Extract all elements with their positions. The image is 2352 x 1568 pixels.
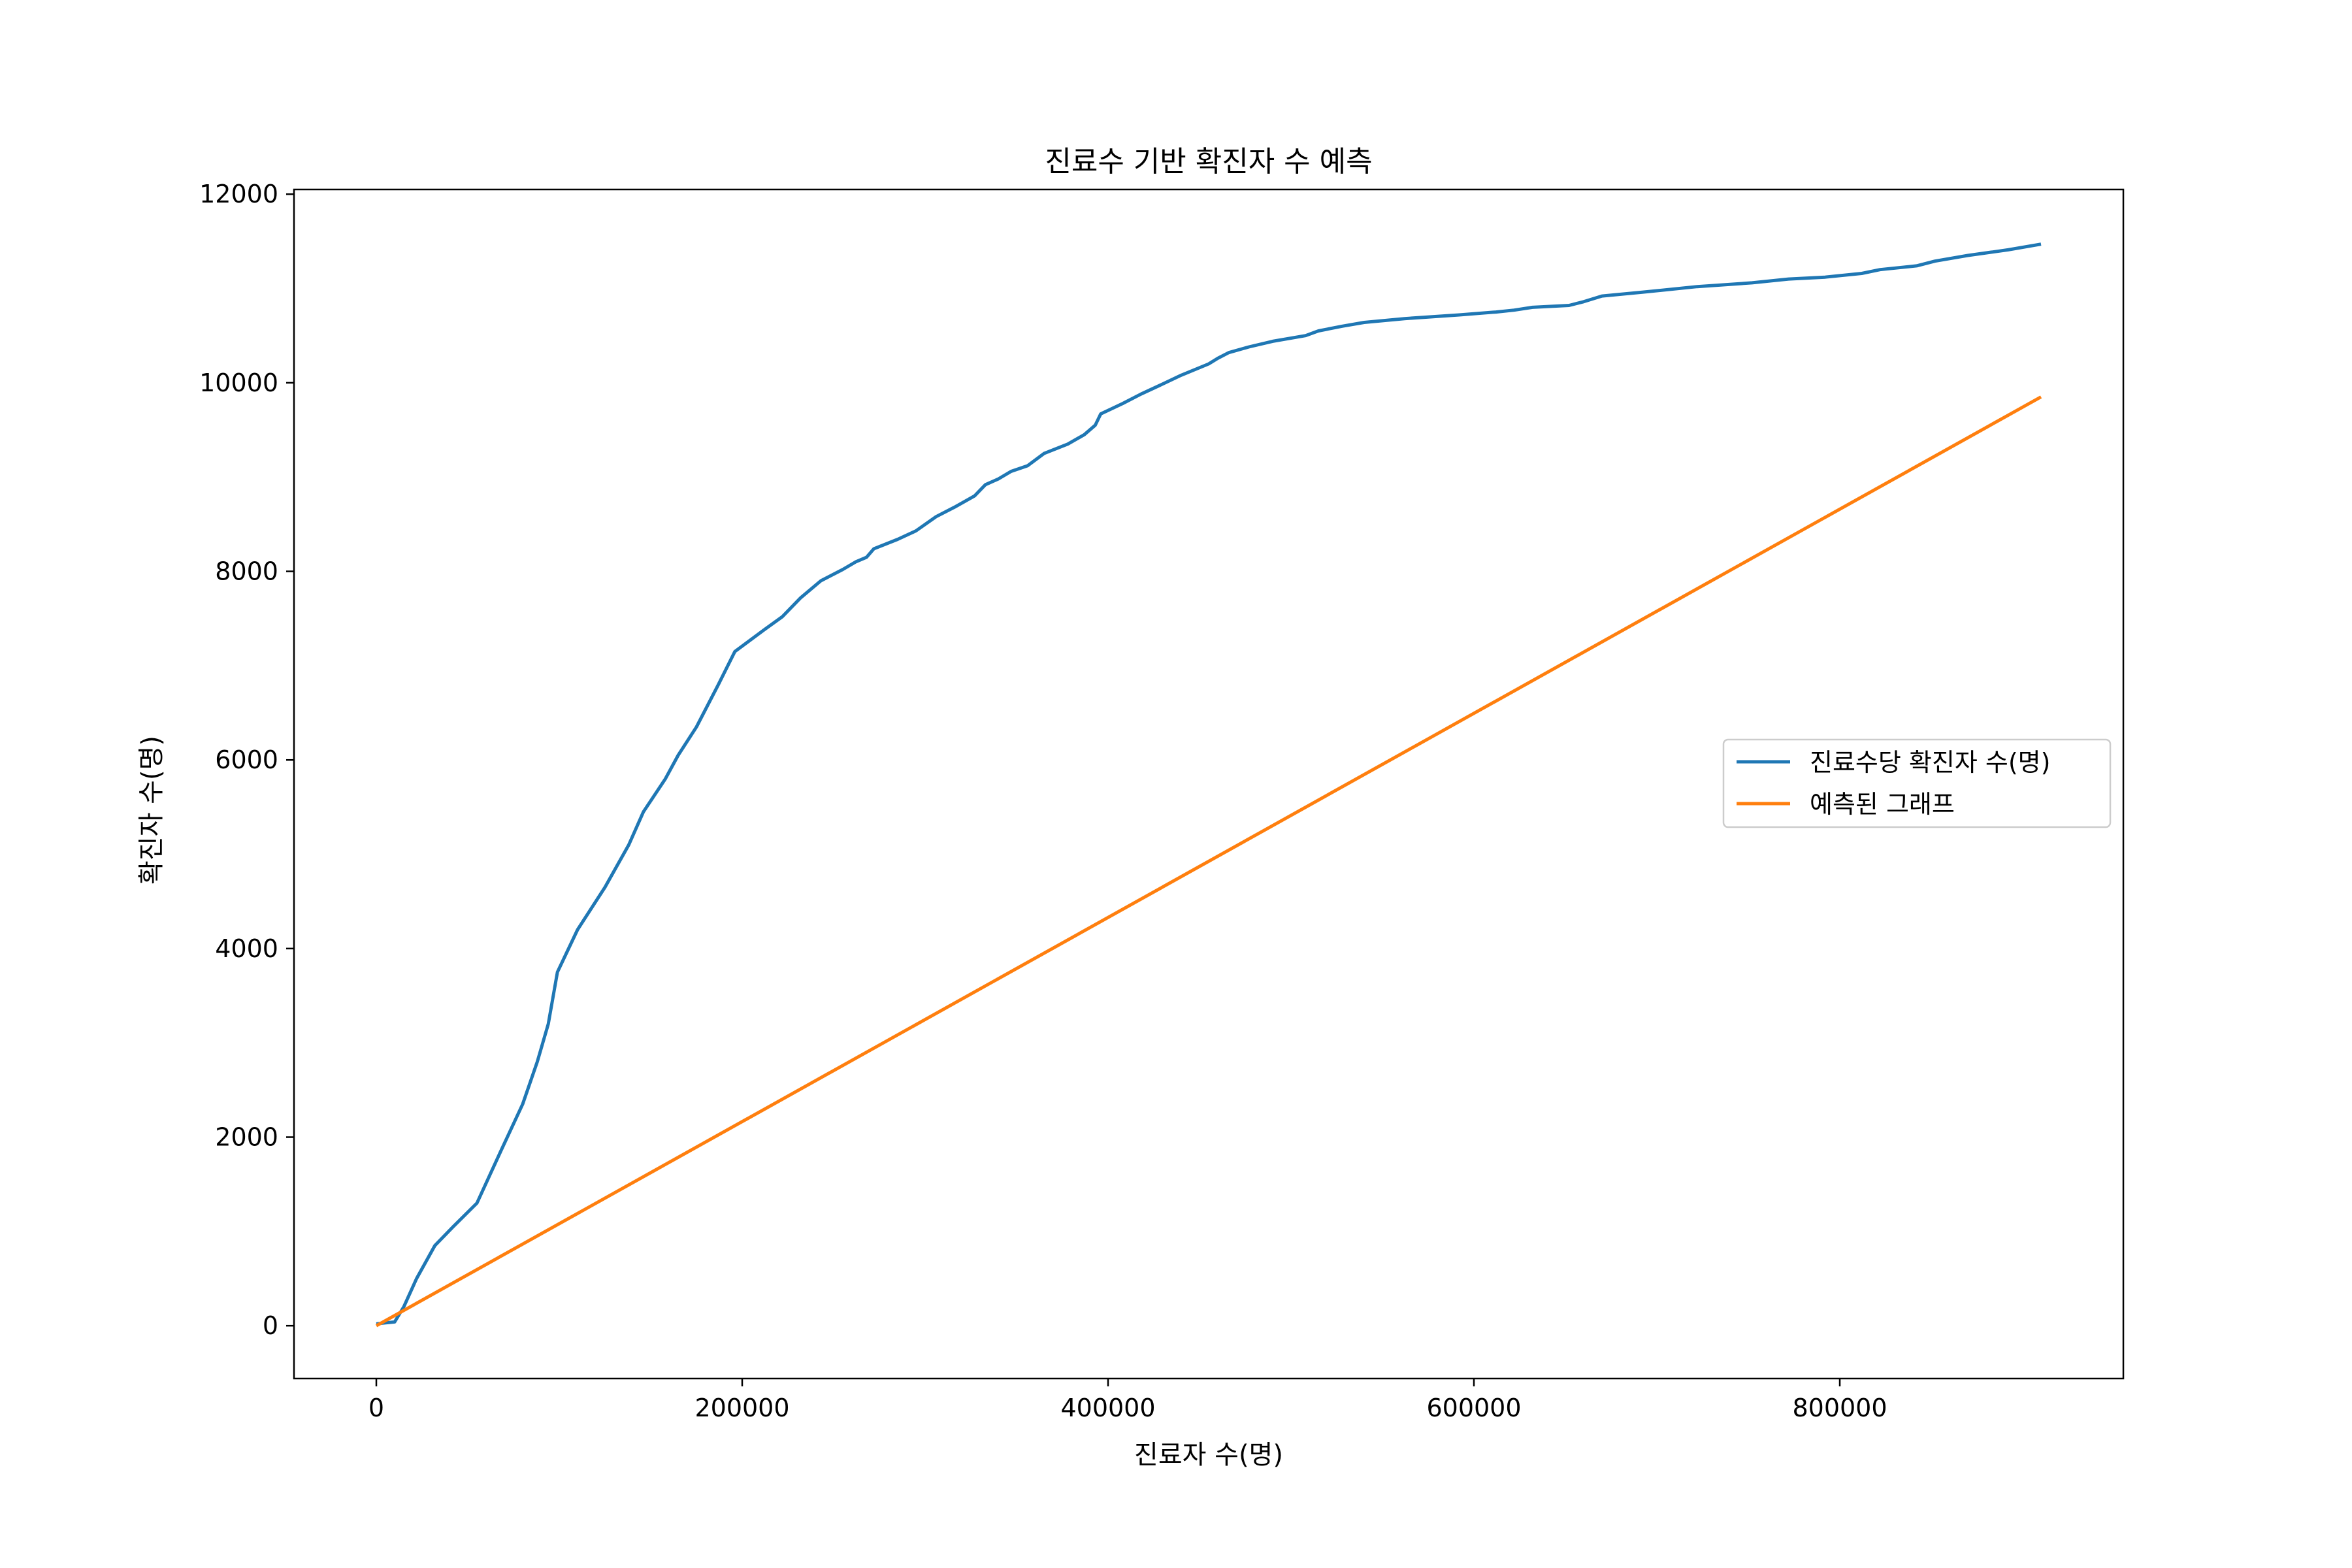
y-tick-label: 2000 — [215, 1123, 278, 1152]
x-tick-label: 0 — [368, 1394, 384, 1422]
legend-label-confirmed: 진료수당 확진자 수(명) — [1810, 748, 2050, 777]
x-tick-label: 400000 — [1060, 1394, 1155, 1422]
series-line-predicted — [375, 395, 2042, 1328]
x-tick-label: 200000 — [694, 1394, 789, 1422]
y-axis-label: 확진자 수(명) — [137, 736, 167, 885]
y-tick-label: 4000 — [215, 934, 278, 963]
series-layer — [375, 242, 2042, 1328]
series-line-confirmed — [376, 242, 2042, 1326]
y-tick-label: 12000 — [199, 180, 278, 208]
x-tick-label: 800000 — [1792, 1394, 1887, 1422]
legend-box — [1722, 738, 2112, 828]
x-axis: 0 200000 400000 600000 800000 — [368, 1379, 1887, 1422]
legend-label-predicted: 예측된 그래프 — [1810, 790, 1955, 819]
y-tick-label: 0 — [263, 1311, 278, 1340]
y-axis: 0 2000 4000 6000 8000 10000 12000 — [199, 180, 294, 1340]
y-tick-label: 10000 — [199, 368, 278, 397]
y-tick-label: 6000 — [215, 745, 278, 774]
plot-frame — [293, 188, 2125, 1380]
x-tick-label: 600000 — [1426, 1394, 1521, 1422]
chart-title: 진료수 기반 확진자 수 예측 — [1045, 145, 1372, 178]
y-tick-label: 8000 — [215, 557, 278, 586]
legend: 진료수당 확진자 수(명) 예측된 그래프 — [1722, 738, 2112, 828]
x-axis-label: 진료자 수(명) — [1134, 1440, 1283, 1470]
